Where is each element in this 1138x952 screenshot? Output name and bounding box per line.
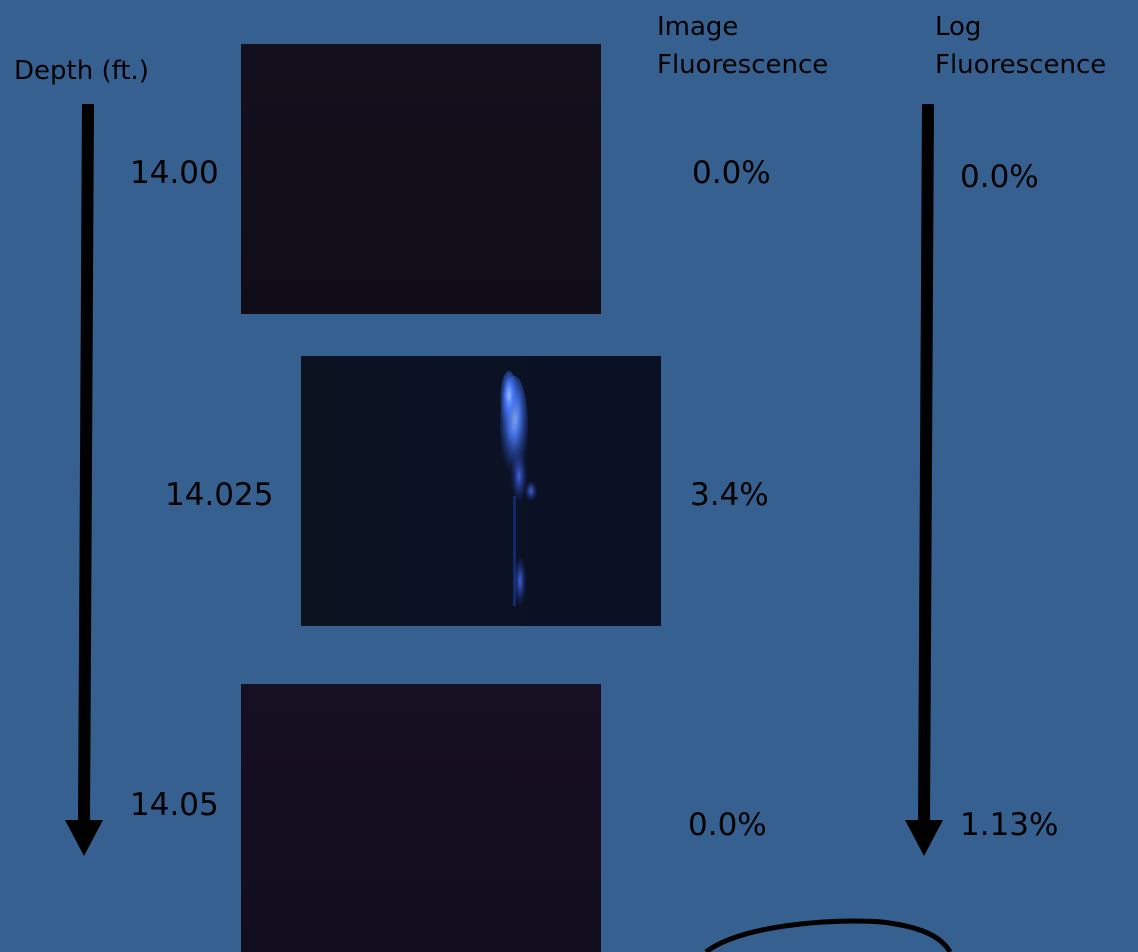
core-photo-14-025 (301, 356, 661, 626)
depth-axis-label: Depth (ft.) (14, 56, 149, 86)
core-photo-14-05 (241, 684, 601, 952)
fluorescence-streak (500, 371, 537, 606)
log-fluorescence-value-14-05: 1.13% (960, 807, 1059, 843)
image-fluorescence-header: Image Fluorescence (657, 8, 828, 84)
log-fluorescence-value-14-00: 0.0% (960, 159, 1039, 195)
image-fluorescence-header-text: Image Fluorescence (657, 12, 829, 80)
log-fluorescence-header: Log Fluorescence (935, 8, 1106, 84)
core-photo-14-00 (241, 44, 601, 314)
depth-arrow-head (65, 820, 103, 856)
log-arrow-shaft (918, 103, 934, 823)
depth-value-14-00: 14.00 (130, 155, 219, 191)
highlight-circle-arc (704, 918, 953, 952)
depth-value-14-05: 14.05 (130, 787, 219, 823)
image-fluorescence-value-14-025: 3.4% (690, 477, 769, 513)
image-fluorescence-value-14-00: 0.0% (692, 155, 771, 191)
depth-arrow-shaft (78, 103, 94, 823)
image-fluorescence-value-14-05: 0.0% (688, 807, 767, 843)
log-arrow-head (905, 820, 943, 856)
log-fluorescence-header-text: Log Fluorescence (935, 12, 1107, 80)
depth-value-14-025: 14.025 (165, 477, 274, 513)
